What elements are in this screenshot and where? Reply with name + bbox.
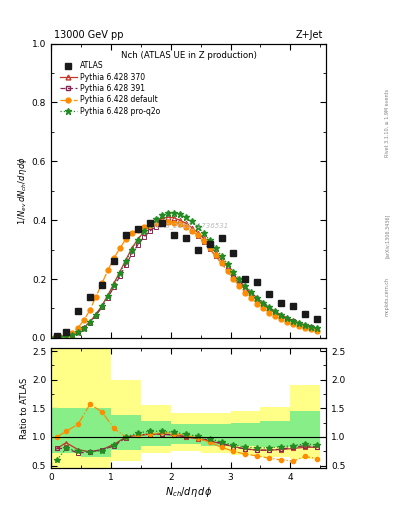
Text: Nch (ATLAS UE in Z production): Nch (ATLAS UE in Z production) — [121, 51, 257, 60]
Legend: ATLAS, Pythia 6.428 370, Pythia 6.428 391, Pythia 6.428 default, Pythia 6.428 pr: ATLAS, Pythia 6.428 370, Pythia 6.428 39… — [58, 59, 162, 118]
Text: Z+Jet: Z+Jet — [296, 30, 323, 40]
Y-axis label: Ratio to ATLAS: Ratio to ATLAS — [20, 378, 29, 439]
Text: ATLAS_2019_I1736531: ATLAS_2019_I1736531 — [149, 223, 229, 229]
Text: mcplots.cern.ch: mcplots.cern.ch — [385, 278, 389, 316]
Text: Rivet 3.1.10, ≥ 1.9M events: Rivet 3.1.10, ≥ 1.9M events — [385, 89, 389, 157]
Text: 13000 GeV pp: 13000 GeV pp — [54, 30, 123, 40]
Text: [arXiv:1306.3436]: [arXiv:1306.3436] — [385, 214, 389, 258]
Y-axis label: $1/N_{ev}\,dN_{ch}/d\eta\,d\phi$: $1/N_{ev}\,dN_{ch}/d\eta\,d\phi$ — [16, 156, 29, 225]
X-axis label: $N_{ch}/d\eta\,d\phi$: $N_{ch}/d\eta\,d\phi$ — [165, 485, 212, 499]
